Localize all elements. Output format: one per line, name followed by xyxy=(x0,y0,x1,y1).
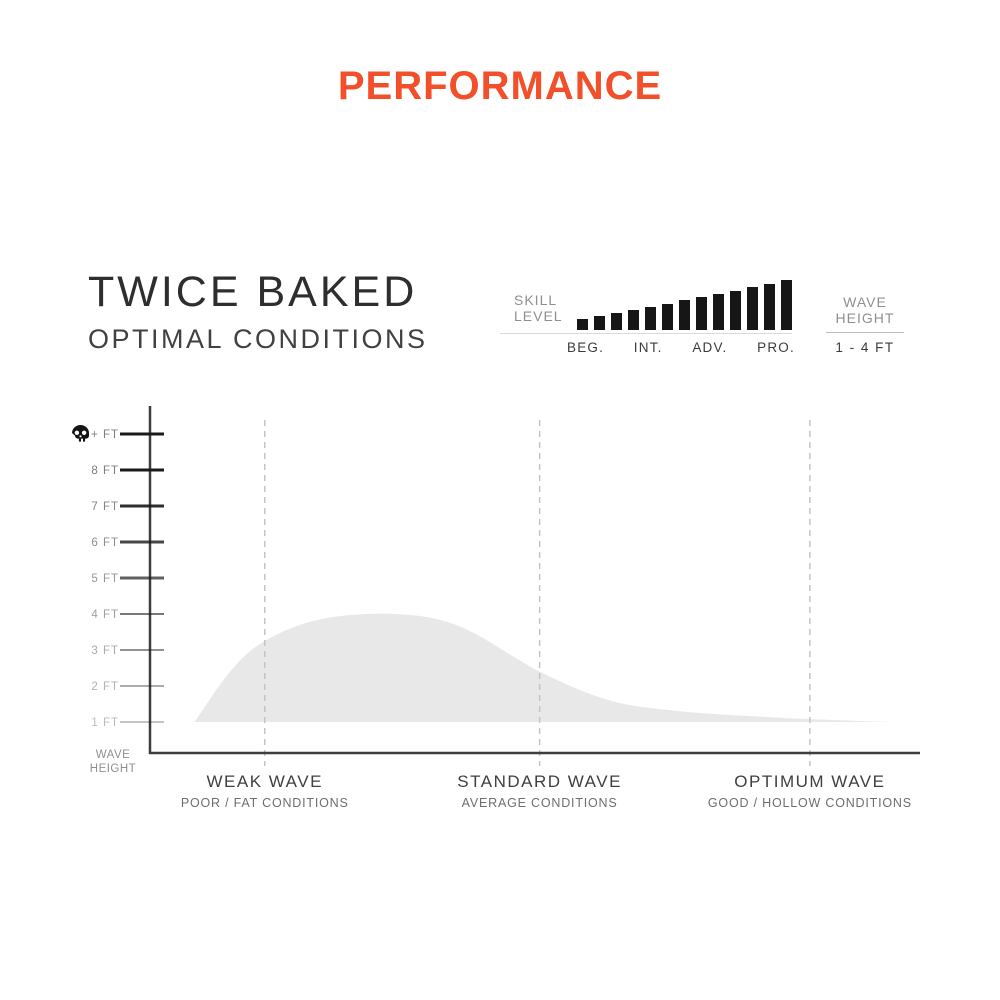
zone-title: OPTIMUM WAVE xyxy=(734,772,886,791)
zone-label: WEAK WAVE POOR / FAT CONDITIONS xyxy=(130,772,400,810)
skill-bar xyxy=(662,304,673,330)
y-tick-label: 8 FT xyxy=(91,465,119,477)
performance-area xyxy=(194,613,890,722)
skill-bar xyxy=(594,316,605,330)
skill-bar xyxy=(679,300,690,330)
skill-level-beg: BEG. xyxy=(567,340,605,355)
zone-title: STANDARD WAVE xyxy=(457,772,622,791)
skill-bar xyxy=(645,307,656,330)
y-tick-label: + FT xyxy=(91,429,119,441)
skull-icon xyxy=(72,425,89,442)
skill-bar xyxy=(577,319,588,330)
wave-height-range: 1 - 4 FT xyxy=(835,340,895,355)
zone-label: OPTIMUM WAVE GOOD / HOLLOW CONDITIONS xyxy=(675,772,945,810)
skill-bar xyxy=(628,310,639,330)
skill-level-scale: BEG. INT. ADV. PRO. xyxy=(567,340,795,355)
skill-bar xyxy=(730,291,741,330)
skill-level-baseline xyxy=(500,333,792,334)
wave-height-legend-label: WAVE HEIGHT xyxy=(835,294,895,326)
page-title: PERFORMANCE xyxy=(337,64,663,108)
board-subtitle: OPTIMAL CONDITIONS xyxy=(88,324,428,354)
board-header: TWICE BAKED OPTIMAL CONDITIONS xyxy=(88,268,428,355)
skill-bar xyxy=(713,294,724,330)
skill-level-int: INT. xyxy=(633,340,663,355)
skill-level-bars xyxy=(577,280,792,330)
wave-height-legend-divider xyxy=(826,332,904,333)
y-tick-label: 5 FT xyxy=(91,573,119,585)
y-tick-label: 4 FT xyxy=(91,609,119,621)
y-tick-label: 2 FT xyxy=(91,681,119,693)
y-tick-label: 6 FT xyxy=(91,537,119,549)
zone-title: WEAK WAVE xyxy=(206,772,323,791)
y-tick-label: 3 FT xyxy=(91,645,119,657)
skill-bar xyxy=(747,287,758,330)
board-name: TWICE BAKED xyxy=(88,268,418,316)
y-axis-title: WAVE HEIGHT xyxy=(89,749,137,775)
skill-bar xyxy=(764,284,775,330)
skill-level-label: SKILL LEVEL xyxy=(514,292,563,324)
zone-subtitle: GOOD / HOLLOW CONDITIONS xyxy=(707,796,912,810)
y-tick-label: 1 FT xyxy=(91,717,119,729)
skill-bar xyxy=(781,280,792,330)
skill-level-pro: PRO. xyxy=(757,340,795,355)
skill-bar xyxy=(611,313,622,330)
zone-label: STANDARD WAVE AVERAGE CONDITIONS xyxy=(405,772,675,810)
y-tick-label: 7 FT xyxy=(91,501,119,513)
wave-height-legend: WAVE HEIGHT 1 - 4 FT xyxy=(813,294,917,355)
skill-bar xyxy=(696,297,707,330)
zone-subtitle: POOR / FAT CONDITIONS xyxy=(180,796,349,810)
zone-subtitle: AVERAGE CONDITIONS xyxy=(461,796,618,810)
skill-level-adv: ADV. xyxy=(692,340,728,355)
